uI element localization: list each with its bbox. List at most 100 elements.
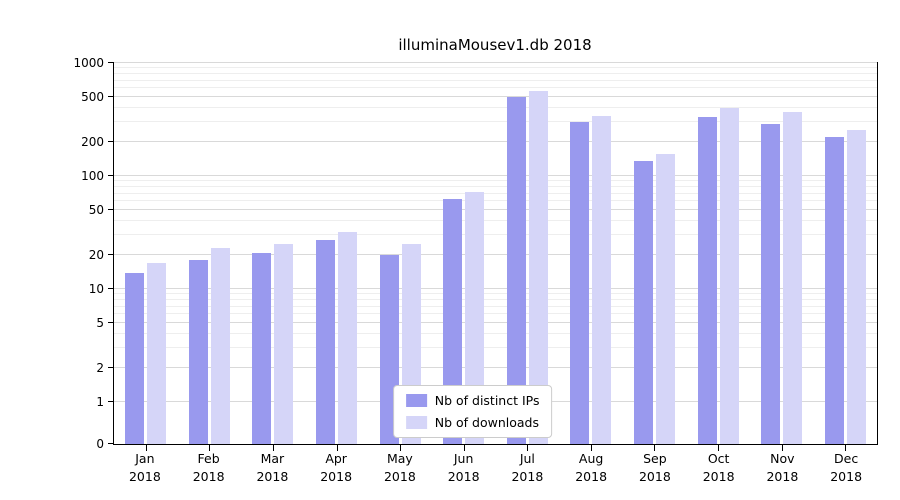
y-tick-mark <box>108 209 114 211</box>
x-tick-label-year: 2018 <box>383 468 416 484</box>
gridline-minor <box>114 121 877 123</box>
gridline-minor <box>114 87 877 89</box>
x-tick-label-jan: Jan 2018 <box>113 450 177 485</box>
x-tick-label-year: 2018 <box>575 468 608 484</box>
y-tick-label: 2 <box>96 360 104 375</box>
x-tick-label-year: 2018 <box>702 468 735 484</box>
bar-nb-of-distinct-ips-jan <box>125 272 145 444</box>
x-tick-mark <box>527 445 529 451</box>
x-tick-label-aug: Aug 2018 <box>559 450 623 485</box>
y-tick-mark <box>108 443 114 444</box>
x-tick-label-oct: Oct 2018 <box>687 450 751 485</box>
plot-area: 0 1 2 5 10 20 50 100 200 500 1000 Nb of distinct I… <box>73 56 878 451</box>
x-tick-label-month: Mar <box>260 451 285 466</box>
y-tick-label: 1000 <box>73 56 104 70</box>
x-tick-label-month: Apr <box>325 451 347 466</box>
y-tick-label: 1 <box>96 395 104 409</box>
y-tick-mark <box>108 140 114 142</box>
y-tick-label: 50 <box>88 203 104 218</box>
x-tick-mark <box>400 445 402 451</box>
x-tick-label-nov: Nov 2018 <box>751 450 815 485</box>
bar-nb-of-distinct-ips-jun <box>443 198 463 444</box>
x-tick-label-month: Sep <box>643 451 667 466</box>
bar-nb-of-distinct-ips-oct <box>697 117 717 444</box>
x-tick-label-month: Dec <box>834 451 859 466</box>
x-tick-mark <box>718 445 720 451</box>
x-tick-label-month: Jun <box>453 451 474 466</box>
y-tick-mark <box>108 175 114 176</box>
bar-nb-of-downloads-jul <box>528 91 548 444</box>
bar-nb-of-distinct-ips-jul <box>506 97 526 444</box>
y-tick-label: 10 <box>88 282 104 296</box>
bar-nb-of-downloads-feb <box>210 248 230 444</box>
bar-nb-of-distinct-ips-nov <box>761 123 781 444</box>
x-tick-label-year: 2018 <box>192 468 225 484</box>
gridline-minor <box>114 67 877 69</box>
x-tick-label-jul: Jul 2018 <box>496 450 560 485</box>
gridline-minor <box>114 79 877 81</box>
x-tick-mark <box>272 445 274 451</box>
y-tick-mark <box>108 288 114 289</box>
x-tick-label-year: 2018 <box>256 468 289 484</box>
x-axis-labels: Jan 2018 Feb 2018 Mar 2018 Apr 2018 May 2018 Jun 20… <box>113 450 878 485</box>
y-tick-label: 0 <box>96 437 104 451</box>
bar-nb-of-downloads-sep <box>655 153 675 444</box>
y-tick-mark <box>108 62 114 63</box>
bar-nb-of-distinct-ips-sep <box>633 161 653 444</box>
x-tick-label-year: 2018 <box>830 468 863 484</box>
x-tick-label-feb: Feb 2018 <box>177 450 241 485</box>
x-tick-mark <box>145 445 147 451</box>
gridline-major <box>114 62 877 63</box>
legend-swatch-downloads <box>405 416 427 429</box>
y-tick-mark <box>108 401 114 402</box>
y-tick-label: 5 <box>96 316 104 331</box>
x-tick-mark <box>209 445 211 451</box>
gridline-minor <box>114 72 877 74</box>
bar-nb-of-downloads-dec <box>846 130 866 444</box>
y-tick-mark <box>108 96 114 98</box>
bar-nb-of-downloads-jun <box>465 192 485 444</box>
legend-item-downloads: Nb of downloads <box>405 415 540 430</box>
x-tick-label-year: 2018 <box>638 468 671 484</box>
bar-nb-of-distinct-ips-feb <box>188 260 208 444</box>
y-tick-label: 100 <box>81 169 104 183</box>
chart-title: illuminaMousev1.db 2018 <box>398 36 592 54</box>
y-tick-mark <box>108 366 114 368</box>
x-tick-label-year: 2018 <box>511 468 544 484</box>
x-tick-label-dec: Dec 2018 <box>814 450 878 485</box>
bar-nb-of-downloads-mar <box>274 244 294 444</box>
bar-nb-of-downloads-oct <box>719 107 739 444</box>
x-tick-label-may: May 2018 <box>368 450 432 485</box>
x-tick-label-sep: Sep 2018 <box>623 450 687 485</box>
y-tick-mark <box>108 322 114 324</box>
x-tick-label-year: 2018 <box>128 468 161 484</box>
bar-nb-of-downloads-jan <box>147 262 167 444</box>
x-tick-label-jun: Jun 2018 <box>432 450 496 485</box>
x-tick-mark <box>590 445 592 451</box>
legend-item-distinct-ips: Nb of distinct IPs <box>405 393 540 408</box>
y-tick-label: 500 <box>81 90 104 105</box>
x-tick-label-year: 2018 <box>320 468 353 484</box>
x-tick-label-month: Nov <box>770 451 795 466</box>
x-tick-label-month: Oct <box>707 451 730 466</box>
x-tick-label-month: Aug <box>578 451 604 466</box>
legend-label-distinct-ips: Nb of distinct IPs <box>434 393 540 408</box>
x-tick-label-month: Jul <box>519 451 535 466</box>
bar-nb-of-distinct-ips-dec <box>824 137 844 444</box>
gridline-major <box>114 96 877 98</box>
gridline-minor <box>114 106 877 108</box>
legend: Nb of distinct IPs Nb of downloads <box>392 385 553 438</box>
y-tick-mark <box>108 253 114 255</box>
x-tick-mark <box>654 445 656 451</box>
x-tick-label-month: Jan <box>135 451 155 466</box>
x-tick-mark <box>845 445 847 451</box>
y-tick-label: 200 <box>81 134 104 149</box>
legend-swatch-distinct-ips <box>405 394 427 407</box>
x-tick-label-month: Feb <box>197 451 220 466</box>
bar-nb-of-downloads-nov <box>783 111 803 444</box>
bar-nb-of-downloads-aug <box>592 115 612 444</box>
x-tick-mark <box>336 445 338 451</box>
x-tick-label-mar: Mar 2018 <box>241 450 305 485</box>
x-tick-mark <box>781 445 783 451</box>
